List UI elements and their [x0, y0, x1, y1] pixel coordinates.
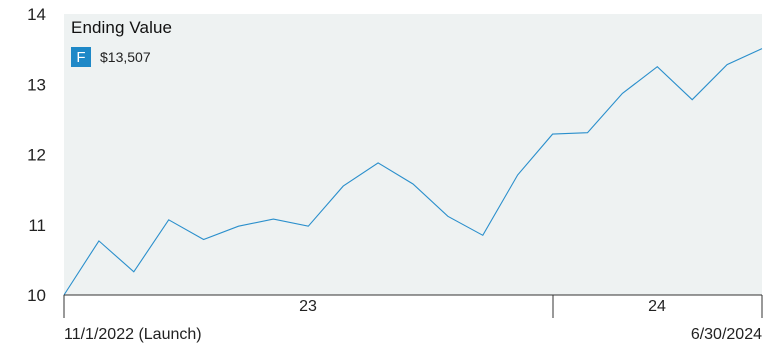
series-line-f [63, 48, 763, 296]
y-tick-label: 12 [27, 146, 46, 165]
y-tick-label: 14 [27, 5, 46, 24]
x-start-label: 11/1/2022 (Launch) [64, 326, 202, 343]
y-tick-label: 10 [27, 286, 46, 305]
legend: Ending Value F $13,507 [71, 18, 172, 67]
chart-title: Ending Value [71, 18, 173, 37]
ending-value-label: $13,507 [100, 49, 151, 65]
fund-badge: F [71, 47, 91, 67]
legend-item-f: F $13,507 [71, 47, 172, 67]
x-end-label: 6/30/2024 [691, 326, 762, 343]
plot-background [64, 14, 762, 295]
y-axis-ticks: 10 11 12 13 14 [27, 5, 46, 305]
x-year-label-24: 24 [648, 298, 666, 315]
y-tick-label: 11 [28, 216, 46, 235]
y-tick-label: 13 [27, 75, 46, 94]
x-year-label-23: 23 [299, 298, 317, 315]
